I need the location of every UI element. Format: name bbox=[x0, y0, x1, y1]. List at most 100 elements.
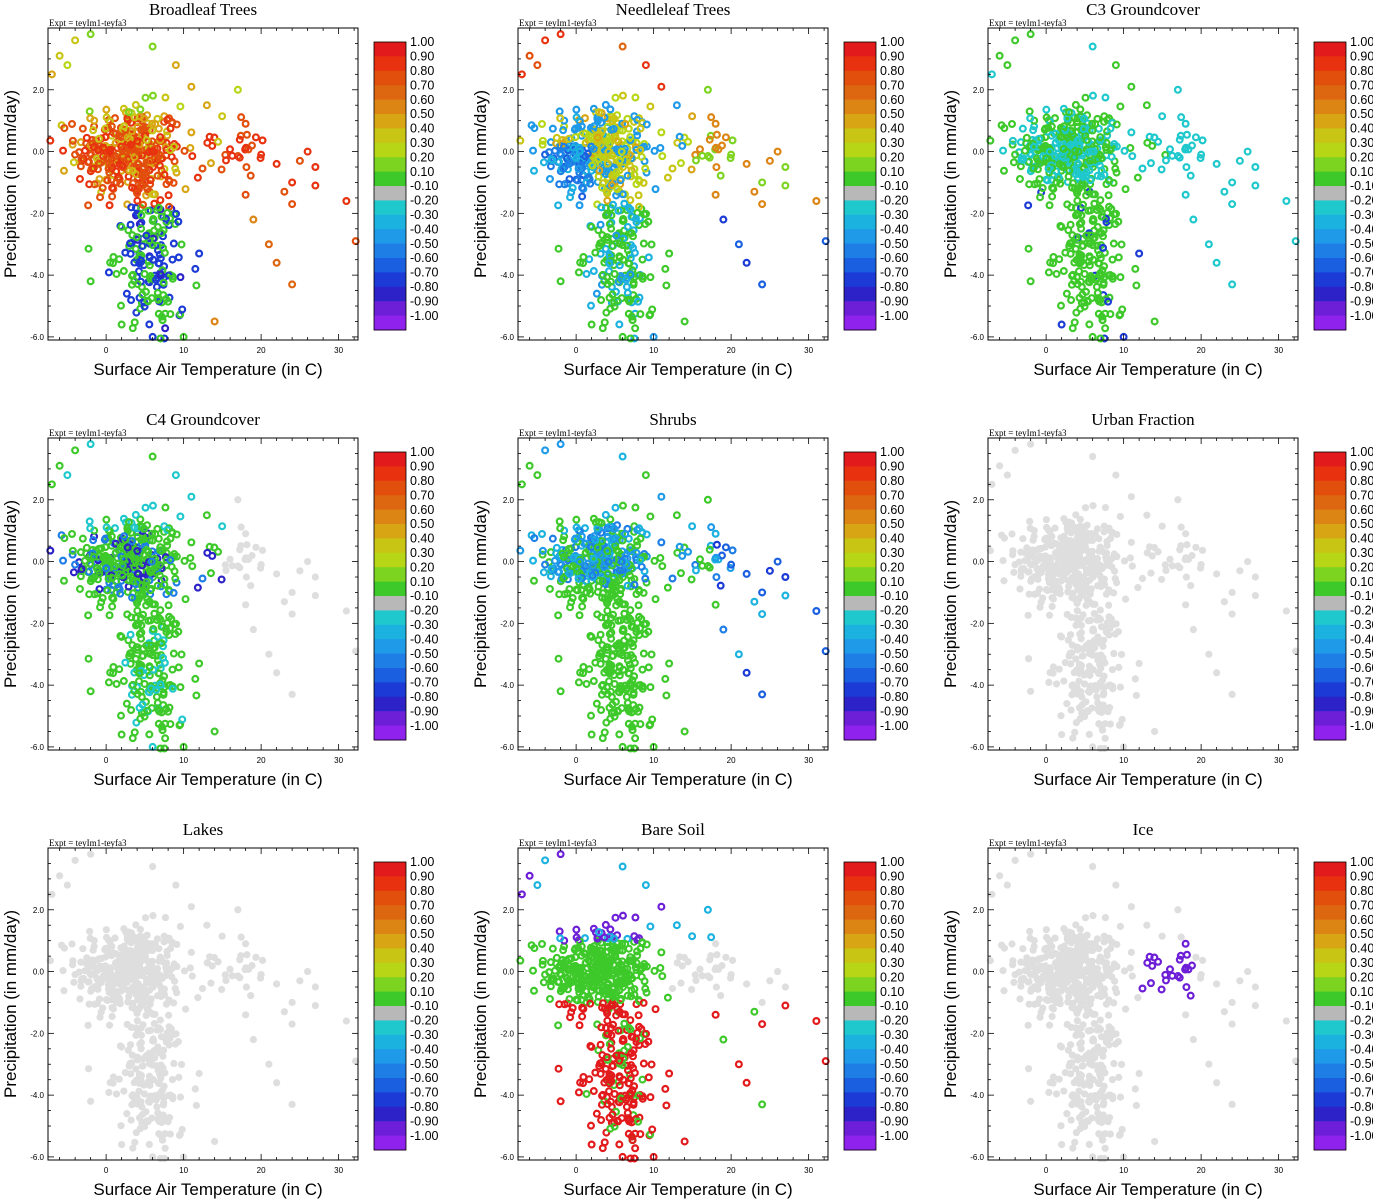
data-point bbox=[1042, 564, 1050, 572]
data-point bbox=[597, 118, 606, 127]
colorbar-segment bbox=[374, 301, 406, 317]
colorbar-segment bbox=[844, 480, 876, 496]
data-point bbox=[1074, 690, 1082, 698]
data-point bbox=[594, 108, 603, 117]
data-point bbox=[112, 178, 121, 187]
data-point bbox=[128, 680, 137, 689]
data-point bbox=[637, 562, 646, 571]
data-point bbox=[136, 105, 145, 114]
colorbar-label: 0.60 bbox=[410, 503, 434, 517]
data-point bbox=[124, 518, 133, 527]
data-point bbox=[133, 606, 142, 615]
data-point bbox=[148, 119, 157, 128]
data-point bbox=[1043, 586, 1052, 595]
colorbar-segment bbox=[374, 452, 406, 467]
data-point bbox=[707, 113, 716, 122]
data-point bbox=[626, 606, 635, 615]
data-point bbox=[1060, 677, 1068, 685]
colorbar-label: -0.80 bbox=[880, 280, 909, 294]
colorbar-segment bbox=[844, 581, 876, 597]
data-point bbox=[582, 178, 591, 187]
y-tick-label: -4.0 bbox=[500, 681, 514, 690]
data-point bbox=[131, 654, 140, 663]
data-point bbox=[1082, 231, 1091, 240]
data-point bbox=[236, 546, 244, 554]
data-point bbox=[1079, 125, 1088, 134]
data-point bbox=[148, 501, 157, 510]
y-tick-label: -2.0 bbox=[500, 209, 514, 218]
data-point bbox=[1096, 680, 1105, 689]
data-point bbox=[648, 715, 657, 724]
data-point bbox=[588, 161, 597, 170]
data-point bbox=[1161, 156, 1170, 165]
data-point bbox=[529, 576, 538, 585]
data-point bbox=[111, 139, 120, 148]
data-point bbox=[587, 222, 596, 231]
data-point bbox=[142, 578, 151, 587]
data-point bbox=[716, 171, 725, 180]
data-point bbox=[181, 1005, 190, 1013]
data-point bbox=[147, 557, 156, 566]
data-point bbox=[146, 586, 155, 595]
data-point bbox=[1189, 625, 1197, 634]
data-point bbox=[608, 290, 617, 299]
data-point bbox=[86, 440, 95, 449]
data-point bbox=[154, 705, 163, 714]
data-point bbox=[280, 598, 288, 606]
data-point bbox=[1067, 203, 1076, 212]
data-point bbox=[551, 146, 560, 155]
data-point bbox=[1080, 269, 1089, 278]
data-point bbox=[140, 302, 149, 311]
data-point bbox=[1008, 119, 1017, 128]
data-point bbox=[1086, 566, 1094, 575]
data-point bbox=[651, 185, 660, 194]
data-point bbox=[1072, 233, 1081, 242]
data-point bbox=[1100, 170, 1109, 179]
colorbar-label: 0.10 bbox=[880, 165, 904, 179]
data-point bbox=[618, 42, 627, 51]
data-point bbox=[159, 243, 168, 252]
data-point bbox=[76, 995, 84, 1003]
data-point bbox=[781, 181, 790, 190]
data-point bbox=[68, 140, 77, 149]
colorbar-segment bbox=[374, 142, 406, 158]
data-point bbox=[84, 1065, 93, 1073]
data-point bbox=[719, 625, 728, 634]
y-tick-label: 2.0 bbox=[33, 86, 45, 95]
data-point bbox=[1067, 613, 1075, 621]
data-point bbox=[257, 150, 266, 159]
data-point bbox=[153, 288, 162, 297]
data-point bbox=[148, 452, 157, 461]
data-point bbox=[181, 595, 190, 604]
data-point bbox=[1220, 598, 1228, 606]
data-point bbox=[1061, 659, 1069, 667]
data-point bbox=[83, 954, 91, 962]
data-point bbox=[241, 190, 250, 199]
colorbar-label: -0.30 bbox=[410, 208, 439, 222]
colorbar-label: -0.10 bbox=[880, 589, 909, 603]
data-point bbox=[623, 171, 632, 180]
data-point bbox=[560, 180, 569, 189]
colorbar-segment bbox=[1314, 315, 1346, 331]
data-point bbox=[691, 566, 700, 575]
data-point bbox=[1041, 534, 1050, 543]
data-point bbox=[1089, 452, 1097, 461]
data-point bbox=[177, 650, 186, 659]
x-tick-label: 30 bbox=[1274, 346, 1283, 355]
expt-label: Expt = teyIm1-teyfa3 bbox=[989, 428, 1067, 438]
data-point bbox=[1182, 530, 1190, 538]
data-point bbox=[1106, 556, 1114, 564]
data-point bbox=[1235, 156, 1244, 165]
data-point bbox=[1035, 570, 1043, 578]
data-point bbox=[644, 253, 653, 262]
data-point bbox=[139, 125, 148, 134]
data-point bbox=[1182, 130, 1191, 139]
data-point bbox=[1157, 575, 1166, 584]
x-tick-label: 10 bbox=[649, 756, 658, 765]
data-point bbox=[137, 634, 146, 643]
data-point bbox=[590, 122, 599, 131]
data-point bbox=[1084, 206, 1093, 215]
colorbar-label: 0.10 bbox=[880, 575, 904, 589]
